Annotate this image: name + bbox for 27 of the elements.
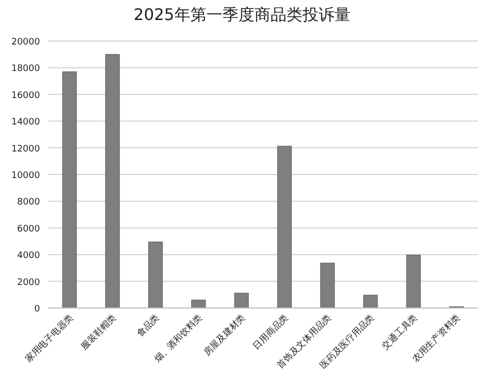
x-tick-label: 房屋及建材类 xyxy=(202,312,248,358)
y-tick-label: 0 xyxy=(34,304,40,314)
chart-title: 2025年第一季度商品类投诉量 xyxy=(134,5,350,24)
y-tick-label: 2000 xyxy=(17,278,40,288)
y-tick-label: 4000 xyxy=(17,251,40,262)
bar xyxy=(191,300,206,308)
y-tick-label: 12000 xyxy=(11,144,40,154)
y-tick-label: 20000 xyxy=(11,38,40,48)
bar xyxy=(148,242,163,308)
y-tick-label: 10000 xyxy=(11,171,40,181)
bar xyxy=(320,262,335,308)
y-tick-label: 14000 xyxy=(11,118,40,128)
x-tick-label: 食品类 xyxy=(134,312,162,340)
x-tick-label: 服装鞋帽类 xyxy=(79,312,119,352)
y-tick-label: 6000 xyxy=(17,224,40,234)
y-tick-label: 8000 xyxy=(17,198,40,208)
y-tick-label: 16000 xyxy=(11,90,40,101)
bar xyxy=(277,146,292,308)
bar xyxy=(234,292,249,308)
y-tick-label: 18000 xyxy=(11,64,40,74)
bar xyxy=(62,71,77,308)
x-tick-label: 交通工具类 xyxy=(380,312,420,352)
bar xyxy=(105,54,120,308)
x-tick-label: 日用商品类 xyxy=(251,312,291,352)
x-tick-label: 家用电子电器类 xyxy=(23,312,76,365)
bar xyxy=(363,294,378,308)
bar xyxy=(406,254,421,308)
